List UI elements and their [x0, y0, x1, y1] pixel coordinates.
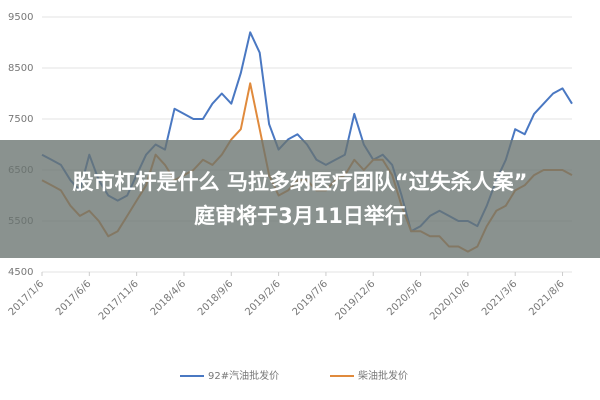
x-tick-label: 2018/9/6	[196, 278, 236, 318]
y-tick-label: 7500	[8, 114, 33, 125]
x-tick-label: 2017/11/6	[97, 278, 141, 322]
y-tick-label: 9500	[8, 12, 33, 23]
x-tick-label: 2017/1/6	[7, 278, 47, 318]
headline-line: 股市杠杆是什么 马拉多纳医疗团队“过失杀人案”	[72, 170, 528, 194]
x-tick-label: 2020/10/6	[428, 278, 472, 322]
x-tick-label: 2017/6/6	[54, 278, 94, 318]
x-tick-label: 2019/7/6	[291, 278, 331, 318]
headline-banner: 股市杠杆是什么 马拉多纳医疗团队“过失杀人案” 庭审将于3月11日举行	[0, 140, 600, 258]
legend-label: 92#汽油批发价	[208, 369, 279, 382]
x-tick-label: 2020/5/6	[385, 278, 425, 318]
headline-line: 庭审将于3月11日举行	[194, 204, 406, 228]
x-tick-label: 2019/12/6	[333, 278, 377, 322]
x-tick-label: 2018/4/6	[149, 278, 189, 318]
x-tick-label: 2021/8/6	[527, 278, 567, 318]
legend-label: 柴油批发价	[358, 369, 408, 382]
x-tick-label: 2019/2/6	[243, 278, 283, 318]
y-tick-label: 8500	[8, 63, 33, 74]
y-tick-label: 4500	[8, 267, 33, 278]
x-tick-label: 2021/3/6	[480, 278, 520, 318]
